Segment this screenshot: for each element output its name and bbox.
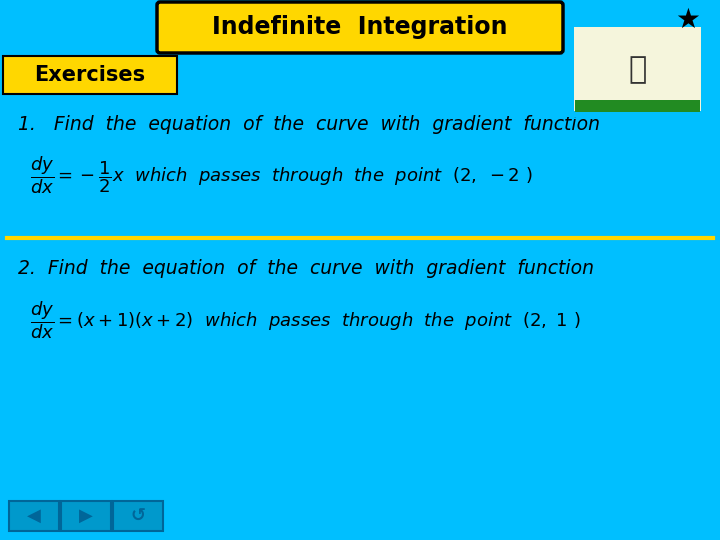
Text: ★: ★ — [675, 6, 701, 34]
FancyBboxPatch shape — [113, 501, 163, 531]
FancyBboxPatch shape — [3, 56, 177, 94]
Text: 📱: 📱 — [629, 56, 647, 84]
FancyBboxPatch shape — [563, 18, 707, 117]
FancyBboxPatch shape — [157, 2, 563, 53]
Text: $\dfrac{dy}{dx} = (x+1)(x+2)$  which  passes  through  the  point  $( 2,\ 1\ )$: $\dfrac{dy}{dx} = (x+1)(x+2)$ which pass… — [30, 299, 580, 341]
FancyBboxPatch shape — [575, 100, 700, 112]
Text: ▶: ▶ — [79, 507, 93, 525]
Text: ◀: ◀ — [27, 507, 41, 525]
FancyBboxPatch shape — [9, 501, 59, 531]
Text: Exercises: Exercises — [35, 65, 145, 85]
Text: 1.   Find  the  equation  of  the  curve  with  gradient  function: 1. Find the equation of the curve with g… — [18, 116, 600, 134]
Text: ↺: ↺ — [130, 507, 145, 525]
FancyBboxPatch shape — [61, 501, 111, 531]
Text: Indefinite  Integration: Indefinite Integration — [212, 15, 508, 39]
FancyBboxPatch shape — [574, 27, 701, 111]
Text: 2.  Find  the  equation  of  the  curve  with  gradient  function: 2. Find the equation of the curve with g… — [18, 259, 594, 278]
Text: $\dfrac{dy}{dx} = -\dfrac{1}{2}x$  which  passes  through  the  point  $( 2,\ -2: $\dfrac{dy}{dx} = -\dfrac{1}{2}x$ which … — [30, 154, 533, 196]
